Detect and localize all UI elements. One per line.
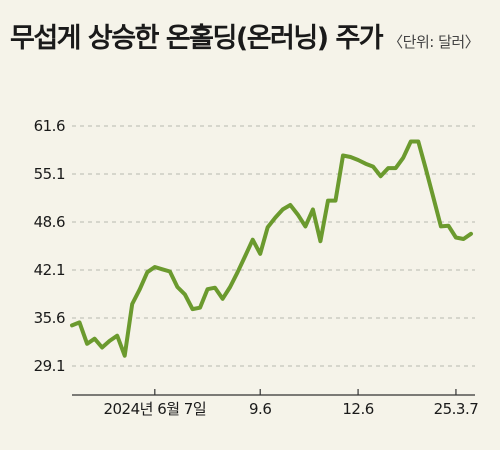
- y-tick-label: 35.6: [34, 309, 65, 327]
- data-point: [386, 166, 390, 170]
- x-tick-label: 12.6: [342, 400, 373, 418]
- data-point: [446, 224, 450, 228]
- x-tick-label: 25.3.7: [434, 400, 479, 418]
- x-tick-label: 2024년 6월 7일: [103, 400, 206, 418]
- data-point: [303, 224, 307, 228]
- data-point: [341, 154, 345, 158]
- data-point: [123, 354, 127, 358]
- data-point: [409, 140, 413, 144]
- data-point: [288, 203, 292, 207]
- data-point: [153, 265, 157, 269]
- data-point: [93, 337, 97, 341]
- data-point: [221, 297, 225, 301]
- y-tick-label: 42.1: [34, 261, 65, 279]
- data-point: [296, 213, 300, 217]
- data-point: [371, 165, 375, 169]
- data-point: [78, 320, 82, 324]
- data-point: [70, 323, 74, 327]
- y-tick-label: 29.1: [34, 357, 65, 375]
- data-point: [349, 155, 353, 159]
- y-tick-label: 61.6: [34, 117, 65, 135]
- y-tick-label: 55.1: [34, 165, 65, 183]
- data-point: [401, 156, 405, 160]
- data-point: [145, 270, 149, 274]
- data-point: [439, 224, 443, 228]
- x-tick-label: 9.6: [249, 400, 271, 418]
- data-point: [394, 166, 398, 170]
- data-point: [183, 292, 187, 296]
- chart-title: 무섭게 상승한 온홀딩(온러닝) 주가: [10, 23, 384, 54]
- data-point: [228, 285, 232, 289]
- data-point: [190, 307, 194, 311]
- series-line: [70, 139, 473, 358]
- data-point: [266, 225, 270, 229]
- data-point: [281, 207, 285, 211]
- data-point: [416, 140, 420, 144]
- data-point: [364, 162, 368, 166]
- data-point: [311, 207, 315, 211]
- data-point: [243, 254, 247, 258]
- title-row: 무섭게 상승한 온홀딩(온러닝) 주가 〈단위: 달러〉: [10, 16, 492, 55]
- x-axis-ticks: 2024년 6월 7일 9.6 12.6 25.3.7: [103, 389, 479, 418]
- grid-lines: [72, 125, 475, 367]
- y-axis-ticks: 61.6 55.1 48.6 42.1 35.6 29.1: [34, 117, 66, 375]
- data-point: [258, 252, 262, 256]
- data-point: [100, 346, 104, 350]
- data-point: [130, 302, 134, 306]
- data-point: [115, 334, 119, 338]
- data-point: [85, 342, 89, 346]
- data-point: [356, 158, 360, 162]
- data-point: [273, 216, 277, 220]
- data-point: [454, 236, 458, 240]
- data-point: [326, 199, 330, 203]
- y-tick-label: 48.6: [34, 213, 65, 231]
- series-layer: [70, 139, 473, 358]
- data-point: [213, 286, 217, 290]
- data-point: [206, 287, 210, 291]
- data-point: [251, 238, 255, 242]
- data-point: [333, 199, 337, 203]
- data-point: [318, 239, 322, 243]
- data-point: [108, 339, 112, 343]
- data-point: [160, 267, 164, 271]
- unit-label: 〈단위: 달러〉: [388, 33, 480, 51]
- data-point: [138, 287, 142, 291]
- data-point: [168, 269, 172, 273]
- data-point: [236, 270, 240, 274]
- data-point: [469, 232, 473, 236]
- data-point: [424, 167, 428, 171]
- data-point: [379, 174, 383, 178]
- data-point: [431, 196, 435, 200]
- data-point: [461, 237, 465, 241]
- data-point: [175, 285, 179, 289]
- data-point: [198, 306, 202, 310]
